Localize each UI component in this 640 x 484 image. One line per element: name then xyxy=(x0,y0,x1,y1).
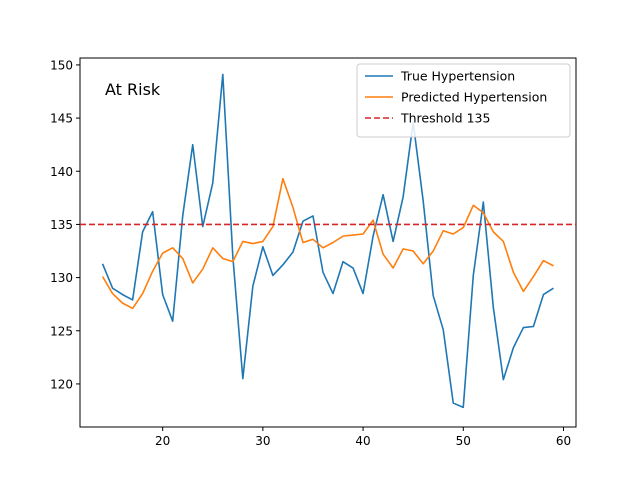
legend-box xyxy=(356,63,571,138)
y-tick-label: 135 xyxy=(50,218,73,232)
series-line-1 xyxy=(101,73,554,409)
x-tick-label: 30 xyxy=(255,434,270,448)
legend-label: True Hypertension xyxy=(400,69,515,84)
x-tick-label: 50 xyxy=(456,434,471,448)
plot-frame xyxy=(79,57,577,428)
x-tick-label: 20 xyxy=(155,434,170,448)
y-tick-label: 120 xyxy=(50,377,73,391)
series-group xyxy=(80,73,576,409)
y-tick-label: 140 xyxy=(50,165,73,179)
x-tick-label: 60 xyxy=(556,434,571,448)
y-tick-label: 125 xyxy=(50,324,73,338)
y-tick-label: 150 xyxy=(50,58,73,72)
y-tick-label: 130 xyxy=(50,271,73,285)
legend-label: Threshold 135 xyxy=(400,111,490,126)
annotation-label: At Risk xyxy=(105,80,161,99)
x-axis: 20 30 40 50 60 xyxy=(155,427,571,448)
legend: True Hypertension Predicted Hypertension T… xyxy=(356,63,571,138)
series-line-2 xyxy=(101,177,554,310)
legend-label: Predicted Hypertension xyxy=(401,90,547,105)
x-tick-label: 40 xyxy=(355,434,370,448)
y-tick-label: 145 xyxy=(50,112,73,126)
y-axis: 120 125 130 135 140 145 150 xyxy=(50,58,80,391)
